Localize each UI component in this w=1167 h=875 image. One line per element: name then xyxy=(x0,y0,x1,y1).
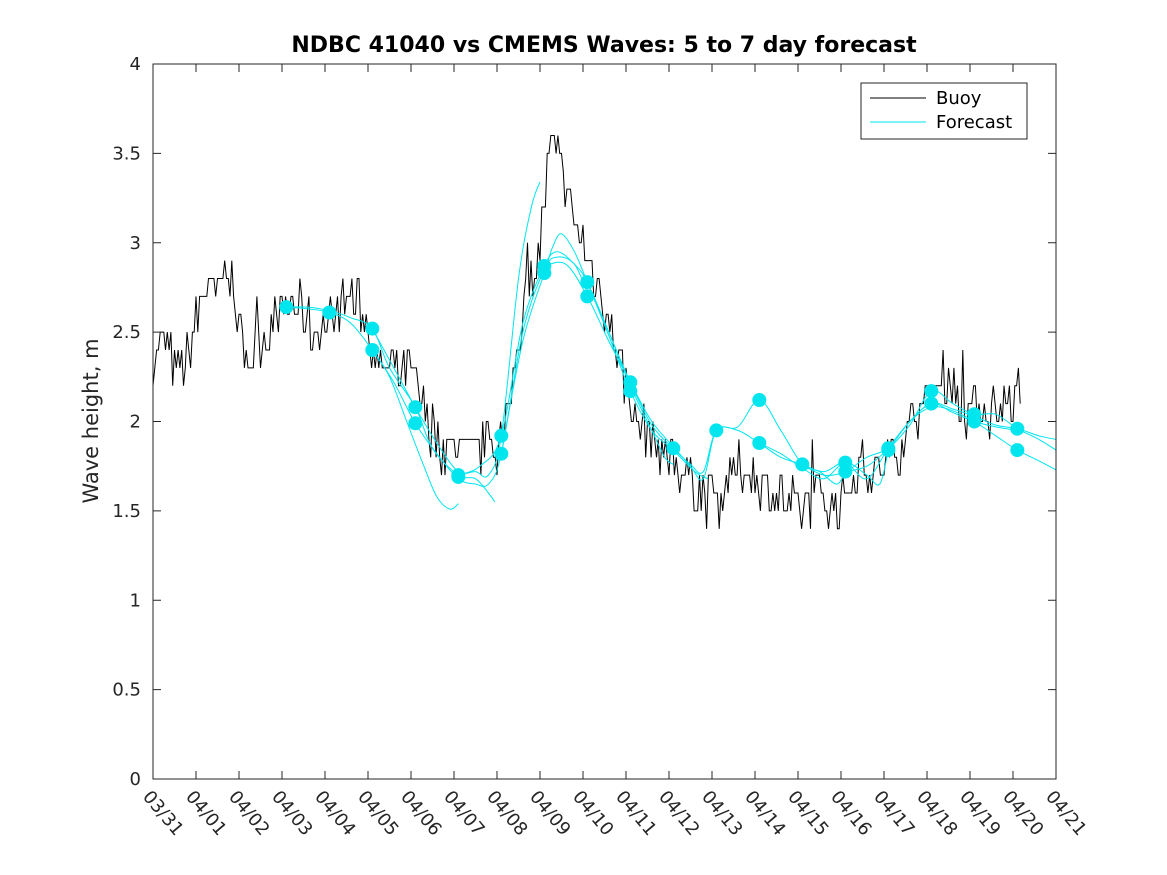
forecast-line-11 xyxy=(845,406,1057,473)
y-tick-label: 3.5 xyxy=(112,143,141,164)
forecast-marker xyxy=(752,436,767,450)
forecast-marker xyxy=(709,423,724,438)
legend-box xyxy=(860,82,1028,140)
forecast-marker xyxy=(494,428,509,443)
forecast-marker xyxy=(322,305,337,320)
buoy-line xyxy=(152,135,1021,530)
y-tick-label: 0.5 xyxy=(112,680,141,701)
y-tick-label: 2 xyxy=(130,412,141,433)
y-tick-label: 0 xyxy=(130,769,141,790)
axes-background xyxy=(153,64,1056,779)
forecast-marker xyxy=(408,400,423,415)
y-tick-label: 1.5 xyxy=(112,501,141,522)
legend: Buoy Forecast xyxy=(860,82,1028,140)
y-tick-label: 1 xyxy=(130,590,141,611)
plot-area xyxy=(152,63,1057,780)
forecast-marker xyxy=(967,414,982,429)
forecast-marker xyxy=(279,300,294,315)
forecast-marker xyxy=(365,343,380,357)
forecast-marker xyxy=(666,441,681,456)
forecast-line-3 xyxy=(371,181,541,478)
y-axis-label: Wave height, m xyxy=(79,338,103,503)
forecast-marker-group xyxy=(279,259,1025,484)
forecast-marker xyxy=(838,464,853,479)
forecast-marker xyxy=(1010,443,1025,458)
forecast-marker xyxy=(1010,421,1025,436)
buoy-series xyxy=(152,135,1021,530)
forecast-marker xyxy=(365,321,380,336)
y-tick-label: 3 xyxy=(130,233,141,254)
forecast-marker xyxy=(924,384,939,399)
forecast-marker xyxy=(752,393,767,407)
forecast-marker xyxy=(623,384,638,399)
forecast-marker xyxy=(537,266,552,281)
forecast-marker xyxy=(451,469,466,484)
forecast-marker xyxy=(494,446,509,461)
y-tick-label: 2.5 xyxy=(112,322,141,343)
forecast-marker xyxy=(924,396,939,411)
forecast-marker xyxy=(408,416,423,431)
forecast-marker xyxy=(580,289,595,304)
y-axis: 0 0.5 1 1.5 2 2.5 3 3.5 4 xyxy=(112,54,1056,790)
forecast-marker xyxy=(881,443,896,458)
chart-title: NDBC 41040 vs CMEMS Waves: 5 to 7 day fo… xyxy=(291,33,917,58)
y-tick-label: 4 xyxy=(130,54,141,75)
forecast-marker xyxy=(795,457,810,472)
forecast-marker xyxy=(580,275,595,290)
legend-label-buoy: Buoy xyxy=(936,88,982,109)
legend-label-forecast: Forecast xyxy=(936,112,1012,133)
